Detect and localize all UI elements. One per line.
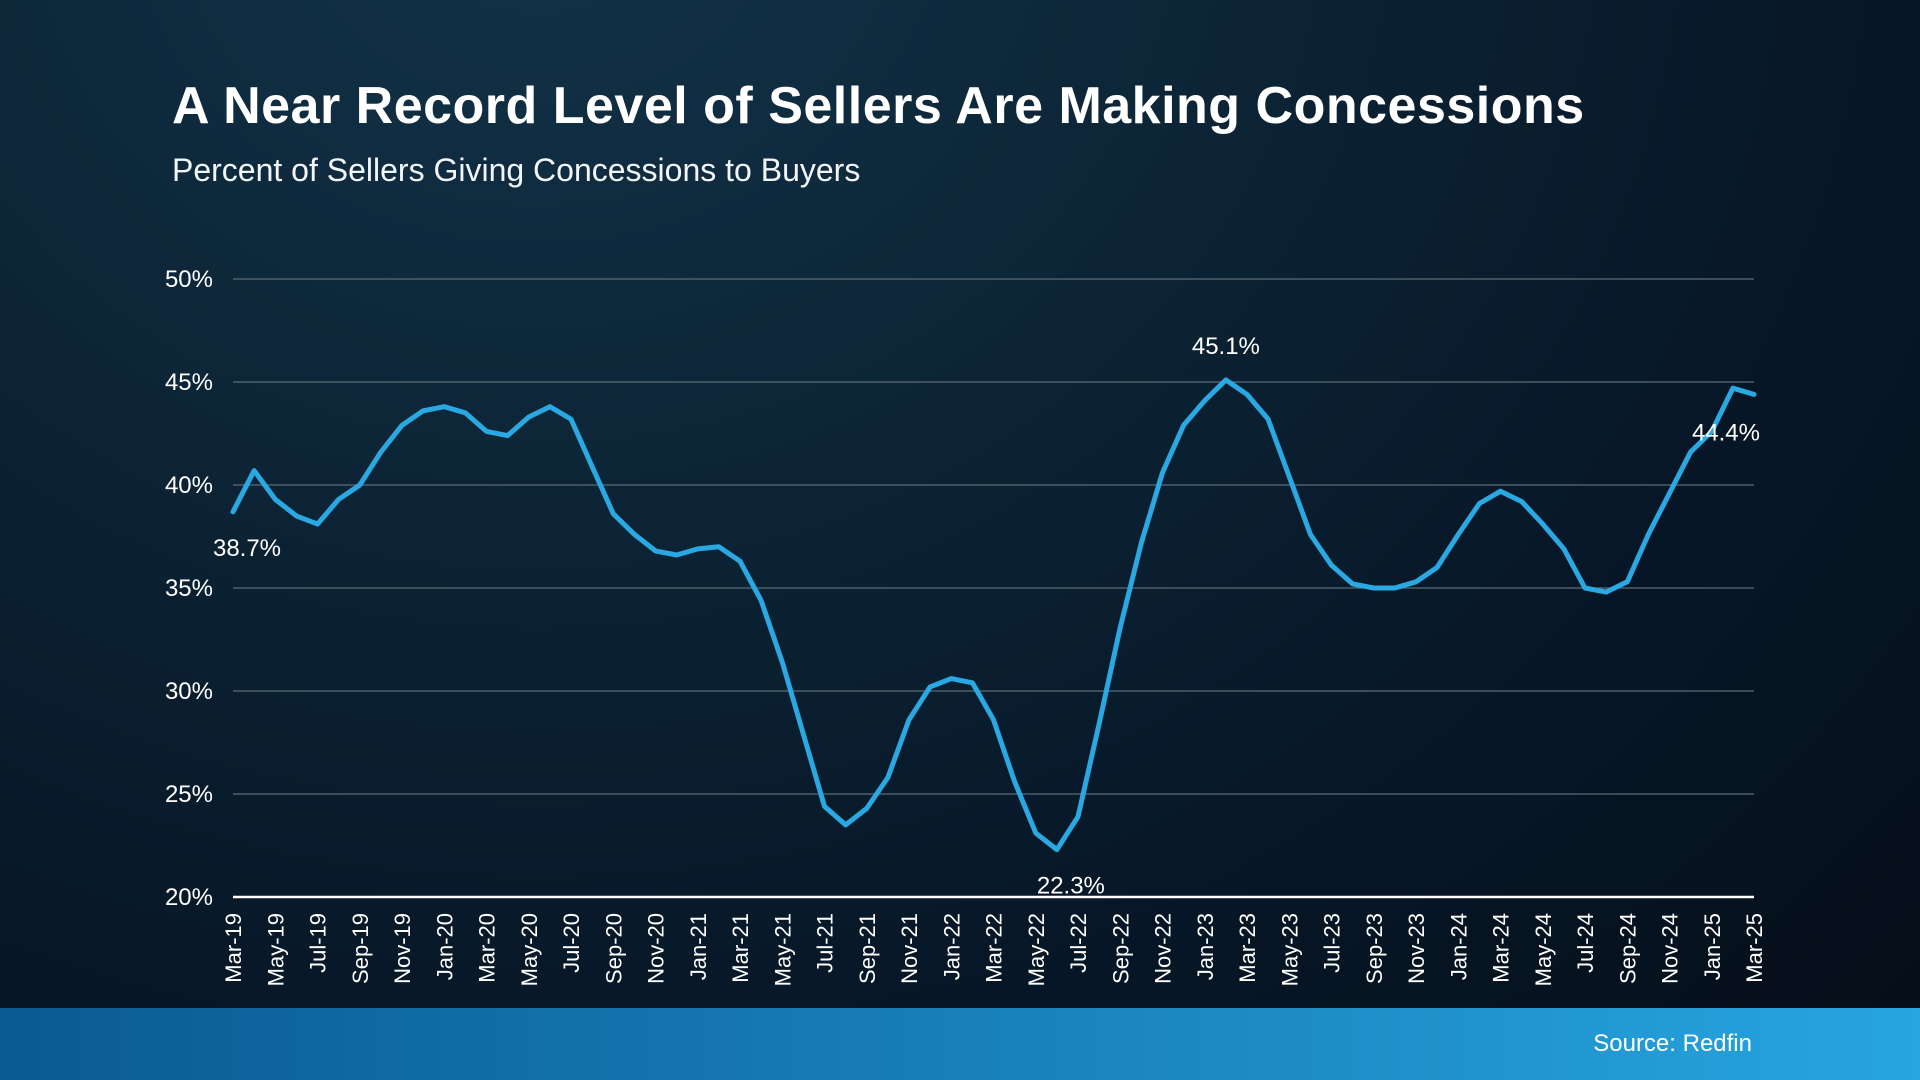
x-axis-tick-label: Sep-21 xyxy=(855,913,880,984)
x-axis-tick-label: Sep-22 xyxy=(1108,913,1133,984)
x-axis-tick-label: Sep-23 xyxy=(1362,913,1387,984)
y-axis-tick-label: 50% xyxy=(165,266,213,293)
data-point-label: 44.4% xyxy=(1692,419,1760,446)
y-axis-tick-label: 45% xyxy=(165,369,213,396)
y-axis-tick-label: 40% xyxy=(165,472,213,499)
x-axis-tick-label: Jan-21 xyxy=(686,913,711,980)
y-axis-tick-label: 35% xyxy=(165,575,213,602)
concessions-line-chart: 20% 25% 30% 35% 40% 45% 50% Mar-19 May-19 Jul-19 S… xyxy=(165,266,1767,986)
trend-line xyxy=(230,377,1757,853)
x-axis-tick-label: Sep-20 xyxy=(601,913,626,984)
x-axis-tick-label: Jan-23 xyxy=(1193,913,1218,980)
source-credit: Source: Redfin xyxy=(1593,1030,1752,1057)
x-axis-tick-label: May-19 xyxy=(263,913,288,986)
x-axis-tick-label: Sep-24 xyxy=(1615,913,1640,984)
x-axis-tick-label: May-21 xyxy=(770,913,795,986)
x-axis-tick-label: Nov-21 xyxy=(897,913,922,984)
x-axis-tick-label: May-24 xyxy=(1531,913,1556,986)
x-axis-tick-label: Nov-20 xyxy=(644,913,669,984)
x-axis-tick-label: Jul-21 xyxy=(813,913,838,973)
data-point-label: 45.1% xyxy=(1192,333,1260,360)
x-axis-tick-label: Jan-25 xyxy=(1700,913,1725,980)
x-axis-tick-label: May-22 xyxy=(1024,913,1049,986)
page-subtitle: Percent of Sellers Giving Concessions to… xyxy=(172,152,861,189)
x-axis-tick-label: Jul-23 xyxy=(1320,913,1345,973)
x-axis-tick-label: Nov-19 xyxy=(390,913,415,984)
x-axis-tick-label: Nov-24 xyxy=(1658,913,1683,984)
x-axis-tick-label: Jul-20 xyxy=(559,913,584,973)
x-axis-tick-label: May-20 xyxy=(517,913,542,986)
x-axis-tick-label: Mar-23 xyxy=(1235,913,1260,983)
x-axis-tick-label: Jul-24 xyxy=(1573,913,1598,973)
x-axis-tick-label: Mar-19 xyxy=(221,913,246,983)
x-axis-tick-label: Jan-24 xyxy=(1446,913,1471,980)
page-title: A Near Record Level of Sellers Are Makin… xyxy=(172,77,1585,135)
x-axis-tick-label: Jul-19 xyxy=(306,913,331,973)
x-axis-tick-label: Nov-22 xyxy=(1151,913,1176,984)
chart-header: A Near Record Level of Sellers Are Makin… xyxy=(172,77,1585,189)
x-axis-tick-label: Nov-23 xyxy=(1404,913,1429,984)
x-axis-tick-label: Jul-22 xyxy=(1066,913,1091,973)
data-point-label: 22.3% xyxy=(1037,873,1105,900)
x-axis-tick-label: Mar-24 xyxy=(1489,913,1514,983)
x-axis-tick-label: Jan-22 xyxy=(939,913,964,980)
footer-bar: Source: Redfin xyxy=(0,1008,1920,1080)
x-axis-tick-label: Mar-20 xyxy=(475,913,500,983)
y-axis-tick-label: 25% xyxy=(165,781,213,808)
x-axis-tick-label: Mar-21 xyxy=(728,913,753,983)
y-axis-tick-label: 30% xyxy=(165,678,213,705)
x-axis-tick-label: Sep-19 xyxy=(348,913,373,984)
x-axis-tick-label: Mar-22 xyxy=(982,913,1007,983)
data-point-label: 38.7% xyxy=(213,535,281,562)
x-axis-tick-label: Jan-20 xyxy=(432,913,457,980)
x-axis-tick-label: Mar-25 xyxy=(1742,913,1767,983)
y-axis-tick-label: 20% xyxy=(165,884,213,911)
x-axis-tick-label: May-23 xyxy=(1277,913,1302,986)
